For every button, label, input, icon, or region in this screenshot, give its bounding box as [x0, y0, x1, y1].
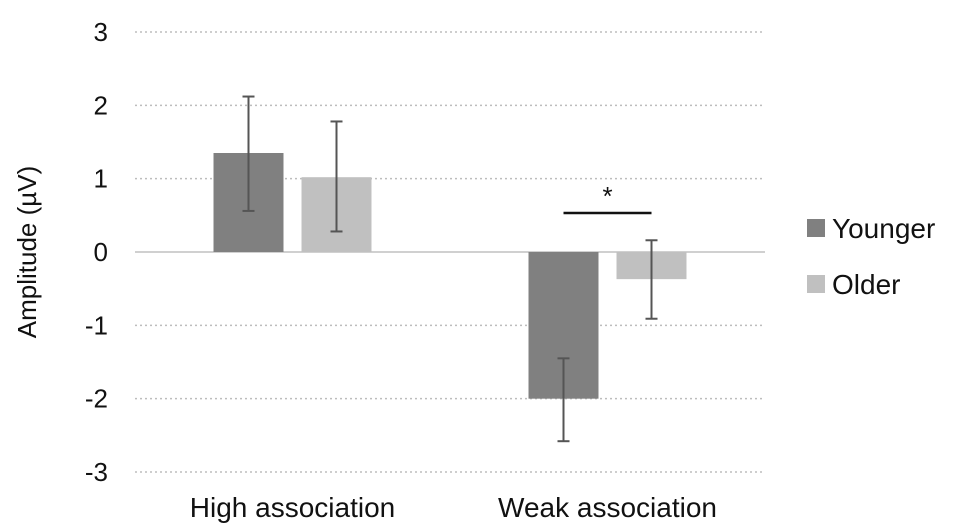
x-axis-categories: High association Weak association	[190, 492, 717, 523]
legend: Younger Older	[807, 213, 935, 300]
legend-swatch-older	[807, 275, 825, 293]
y-axis-ticks: 3 2 1 0 -1 -2 -3	[85, 17, 108, 487]
y-tick-label: -1	[85, 310, 108, 340]
y-tick-label: -3	[85, 457, 108, 487]
y-axis-title: Amplitude (µV)	[12, 166, 42, 338]
legend-label-younger: Younger	[832, 213, 935, 244]
y-tick-label: -2	[85, 384, 108, 414]
legend-label-older: Older	[832, 269, 900, 300]
x-category-label: Weak association	[498, 492, 717, 523]
legend-swatch-younger	[807, 219, 825, 237]
y-tick-label: 3	[94, 17, 108, 47]
significance-annotation: *	[563, 181, 652, 215]
y-tick-label: 2	[94, 90, 108, 120]
y-tick-label: 1	[94, 164, 108, 194]
y-tick-label: 0	[94, 237, 108, 267]
x-category-label: High association	[190, 492, 395, 523]
bars	[213, 153, 687, 399]
significance-star: *	[602, 181, 612, 211]
error-bars	[242, 95, 658, 443]
